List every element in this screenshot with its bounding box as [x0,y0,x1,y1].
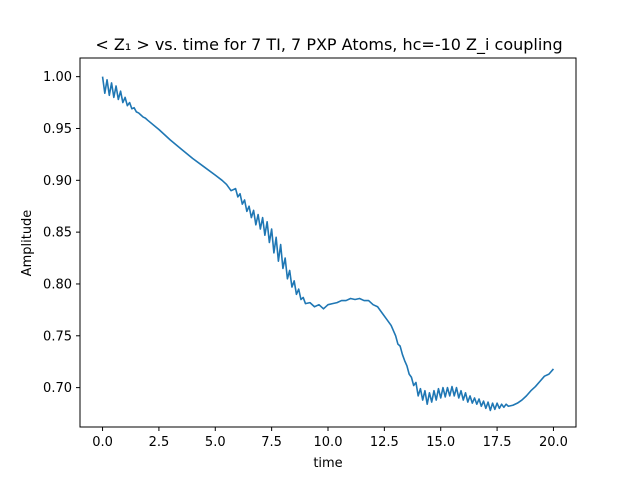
plot-area [101,76,555,412]
x-tick-label: 2.5 [149,435,170,450]
x-tick-label: 20.0 [539,435,568,450]
x-axis-label: time [313,456,342,471]
x-tick-label: 5.0 [205,435,226,450]
x-tick-label: 10.0 [314,435,343,450]
y-tick-label: 0.70 [43,381,72,396]
x-tick-label: 0.0 [92,435,113,450]
y-tick-label: 0.75 [43,329,72,344]
y-axis: 0.70 0.75 0.80 0.85 0.90 0.95 1.00 [43,70,80,396]
x-axis: 0.0 2.5 5.0 7.5 10.0 12.5 15.0 17.5 20.0 [92,427,568,450]
y-tick-label: 0.90 [43,174,72,189]
x-tick-label: 17.5 [483,435,512,450]
x-tick-label: 12.5 [370,435,399,450]
y-tick-label: 0.80 [43,277,72,292]
chart-title: < Z₁ > vs. time for 7 TI, 7 PXP Atoms, h… [95,35,562,55]
y-axis-label: Amplitude [20,210,35,277]
x-tick-label: 15.0 [426,435,455,450]
plot-frame [79,57,577,428]
x-tick-label: 7.5 [261,435,282,450]
y-tick-label: 0.85 [43,226,72,241]
y-tick-label: 0.95 [43,122,72,137]
series-line [101,76,555,412]
y-tick-label: 1.00 [43,70,72,85]
